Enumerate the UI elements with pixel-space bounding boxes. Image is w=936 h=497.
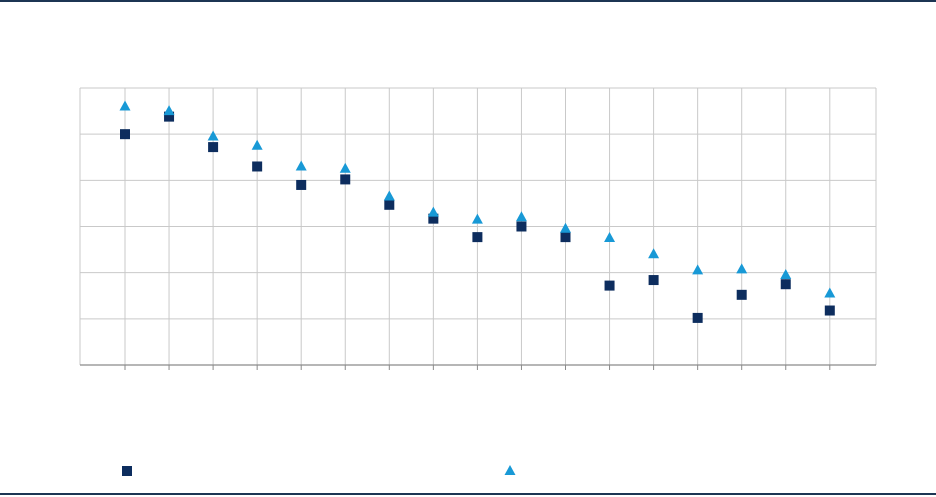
data-point-triangle	[251, 139, 263, 150]
data-point-square	[208, 142, 219, 153]
data-point-square	[252, 161, 263, 172]
data-point-square	[340, 174, 351, 185]
data-point-triangle	[295, 160, 307, 171]
data-point-triangle	[604, 232, 616, 243]
data-point-triangle	[780, 268, 792, 279]
legend-marker-square	[122, 466, 132, 476]
data-point-triangle	[427, 206, 439, 217]
top-rule	[0, 0, 936, 2]
data-point-triangle	[207, 130, 219, 141]
data-point-triangle	[339, 162, 351, 173]
data-point-square	[692, 312, 703, 323]
data-point-square	[648, 275, 659, 286]
data-point-triangle	[119, 100, 131, 111]
data-point-triangle	[648, 248, 660, 259]
data-point-triangle	[383, 190, 395, 201]
data-point-triangle	[692, 264, 704, 275]
bottom-rule	[0, 493, 936, 495]
data-marks	[119, 100, 836, 323]
data-point-triangle	[515, 211, 527, 222]
data-point-square	[824, 305, 835, 316]
data-point-square	[384, 199, 395, 210]
data-point-triangle	[824, 287, 836, 298]
plot-frame	[79, 87, 877, 370]
legend	[122, 465, 516, 476]
legend-marker-triangle	[504, 465, 516, 475]
data-point-square	[428, 213, 439, 224]
gridlines	[80, 88, 876, 365]
data-point-square	[472, 232, 483, 243]
data-point-triangle	[163, 105, 175, 116]
data-point-square	[780, 279, 791, 290]
data-point-square	[516, 221, 527, 232]
data-point-square	[164, 111, 175, 122]
data-point-triangle	[560, 222, 571, 233]
data-point-square	[604, 280, 615, 291]
data-point-triangle	[736, 263, 748, 274]
data-point-square	[296, 179, 307, 190]
data-point-square	[120, 129, 130, 140]
data-point-triangle	[471, 213, 483, 224]
data-point-square	[560, 232, 571, 243]
data-point-square	[736, 289, 747, 300]
